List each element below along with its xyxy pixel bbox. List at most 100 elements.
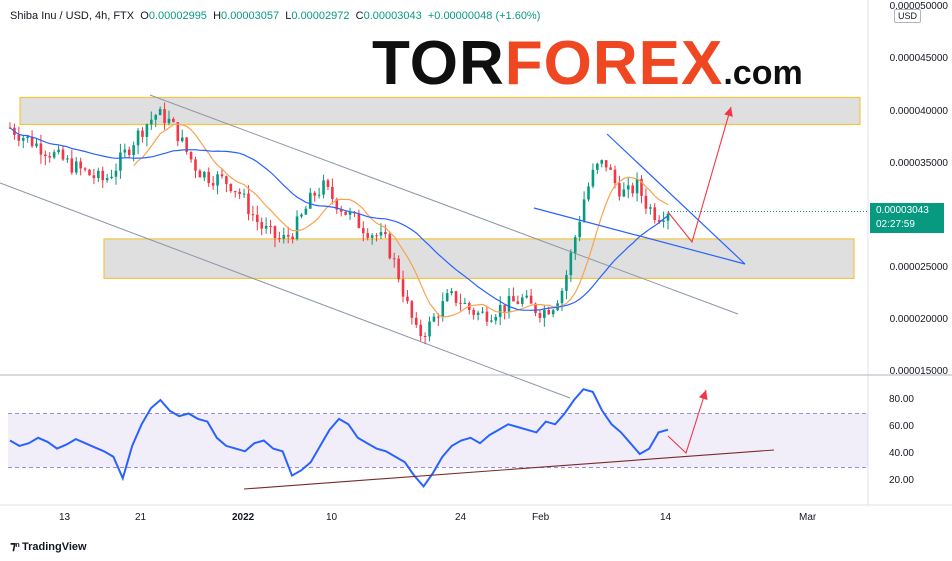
candle-body [512, 296, 515, 302]
candle-body [105, 178, 109, 181]
candle-body [48, 156, 52, 158]
candle-body [622, 189, 626, 197]
candle-body [485, 311, 489, 322]
candle-body [498, 305, 502, 317]
candle-body [410, 301, 414, 318]
candle-body [450, 291, 453, 294]
time-axis-label: Feb [532, 512, 550, 523]
candle-body [136, 130, 140, 146]
candle-body [83, 168, 87, 170]
candle-body [273, 226, 277, 239]
candle-body [198, 170, 202, 178]
candle-body [44, 154, 47, 157]
candle-body [211, 183, 215, 186]
candle-body [132, 145, 135, 156]
candle-body [618, 183, 621, 197]
candle-body [631, 185, 634, 194]
candle-body [114, 170, 118, 177]
candle-body [172, 118, 175, 123]
rsi-trendline [243, 449, 775, 490]
currency-label[interactable]: USD [894, 9, 922, 23]
candle-body [596, 163, 599, 170]
candle-body [203, 171, 206, 178]
ma-fast-line [133, 123, 669, 318]
candle-body [578, 221, 581, 238]
candle-body [123, 149, 127, 153]
candle-body [30, 136, 34, 147]
candle-body [384, 232, 387, 235]
candle-body [604, 160, 608, 168]
candle-body [644, 195, 648, 209]
candle-body [406, 296, 409, 302]
candle-body [472, 309, 475, 315]
candle-body [507, 296, 511, 312]
time-axis-label: 14 [660, 512, 672, 523]
rsi-forecast-arrow-head [698, 390, 708, 400]
candle-body [286, 235, 290, 237]
candle-body [300, 214, 303, 217]
tradingview-logo[interactable]: ⁊ⁿ TradingView [10, 539, 87, 553]
candle-body [662, 220, 665, 222]
candle-body [388, 234, 392, 259]
candle-body [39, 143, 43, 155]
wedge-upper-line [606, 133, 746, 265]
candle-body [278, 238, 281, 240]
candle-body [445, 293, 449, 302]
price-axis-label: 0.000025000 [889, 262, 948, 273]
candle-body [127, 149, 131, 156]
candle-body [463, 303, 467, 305]
change-value: +0.00000048 (+1.60%) [427, 10, 541, 22]
candle-countdown: 02:27:59 [876, 219, 915, 230]
candle-body [653, 207, 657, 221]
candle-body [313, 192, 317, 196]
candle-body [194, 159, 197, 171]
candle-body [158, 109, 162, 116]
candle-body [238, 191, 241, 194]
ma-slow-line [9, 127, 669, 311]
candle-body [370, 235, 374, 238]
candle-body [163, 109, 166, 124]
open-value: 0.00002995 [148, 10, 207, 22]
candle-body [423, 335, 427, 337]
candle-body [348, 211, 352, 215]
candle-body [256, 214, 259, 223]
candle-body [97, 170, 100, 179]
candle-body [666, 213, 670, 221]
candle-body [494, 316, 498, 321]
candle-body [361, 228, 365, 234]
candle-body [35, 143, 38, 147]
candle-body [609, 167, 612, 170]
candle-body [397, 258, 400, 280]
candle-body [534, 303, 537, 314]
candle-body [441, 301, 445, 318]
candle-body [145, 124, 149, 137]
candle-body [92, 175, 96, 179]
rsi-axis-label: 20.00 [888, 475, 914, 486]
candle-body [242, 193, 246, 195]
high-value: 0.00003057 [221, 10, 280, 22]
price-axis-label: 0.000040000 [889, 106, 948, 117]
rsi-axis-label: 40.00 [888, 448, 914, 459]
low-value: 0.00002972 [291, 10, 350, 22]
candle-body [591, 169, 595, 187]
candle-body [57, 149, 60, 153]
price-axis-label: 0.000035000 [889, 158, 948, 169]
candle-body [154, 115, 158, 120]
candle-body [565, 275, 568, 291]
candle-body [366, 233, 370, 238]
candle-body [322, 180, 325, 195]
candle-body [180, 137, 184, 142]
candle-body [308, 192, 312, 209]
time-axis-label: 2022 [232, 512, 255, 523]
logo-forex: FOREX [504, 29, 724, 98]
rsi-line [9, 388, 669, 489]
logo-tor: TOR [372, 29, 505, 98]
candle-body [216, 174, 219, 186]
low-label: L [285, 10, 292, 22]
candle-body [207, 171, 211, 184]
candle-body [331, 186, 334, 200]
current-price-tag: 0.00003043 02:27:59 [870, 203, 944, 233]
close-value: 0.00003043 [363, 10, 422, 22]
candle-body [225, 176, 228, 184]
